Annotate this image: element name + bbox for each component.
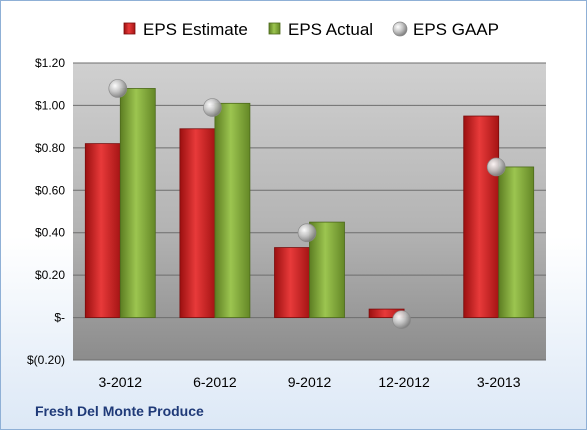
bars bbox=[84, 88, 535, 318]
marker-eps-gaap bbox=[203, 98, 222, 117]
y-tick-label: $(0.20) bbox=[27, 353, 65, 367]
x-tick-label: 6-2012 bbox=[193, 374, 237, 390]
x-tick-label: 3-2012 bbox=[99, 374, 143, 390]
y-tick-label: $0.60 bbox=[35, 183, 65, 197]
bar-eps-actual bbox=[214, 102, 251, 318]
legend-swatch bbox=[392, 21, 408, 37]
company-name: Fresh Del Monte Produce bbox=[35, 403, 204, 419]
bar-eps-estimate bbox=[463, 115, 500, 318]
legend-swatch bbox=[123, 22, 136, 35]
bar-eps-actual bbox=[119, 88, 156, 318]
gaap-markers bbox=[108, 79, 506, 330]
y-tick-label: $- bbox=[54, 311, 65, 325]
legend-label: EPS Estimate bbox=[143, 20, 248, 39]
y-tick-label: $0.20 bbox=[35, 268, 65, 282]
marker-eps-gaap bbox=[486, 157, 506, 177]
x-tick-label: 12-2012 bbox=[378, 374, 430, 390]
y-tick-label: $0.80 bbox=[35, 141, 65, 155]
marker-eps-gaap bbox=[108, 79, 128, 98]
legend-swatch bbox=[268, 22, 281, 35]
legend: EPS Estimate EPS Actual EPS GAAP bbox=[123, 20, 499, 39]
bar-eps-estimate bbox=[84, 143, 121, 318]
bar-eps-estimate bbox=[179, 128, 216, 318]
legend-label: EPS Actual bbox=[288, 20, 373, 39]
x-axis: 3-2012 6-2012 9-2012 12-2012 3-2013 bbox=[99, 374, 521, 390]
legend-label: EPS GAAP bbox=[413, 20, 499, 39]
marker-eps-gaap bbox=[297, 223, 317, 243]
y-axis: $1.20 $1.00 $0.80 $0.60 $0.40 $0.20 $- $(0.20) bbox=[27, 56, 65, 367]
y-tick-label: $1.00 bbox=[35, 98, 65, 112]
bar-eps-actual bbox=[498, 166, 535, 318]
marker-eps-gaap bbox=[392, 310, 411, 330]
x-tick-label: 9-2012 bbox=[288, 374, 332, 390]
y-tick-label: $0.40 bbox=[35, 226, 65, 240]
x-tick-label: 3-2013 bbox=[477, 374, 521, 390]
y-tick-label: $1.20 bbox=[35, 56, 65, 70]
bar-eps-estimate bbox=[274, 247, 310, 318]
bar-eps-actual bbox=[309, 221, 345, 318]
